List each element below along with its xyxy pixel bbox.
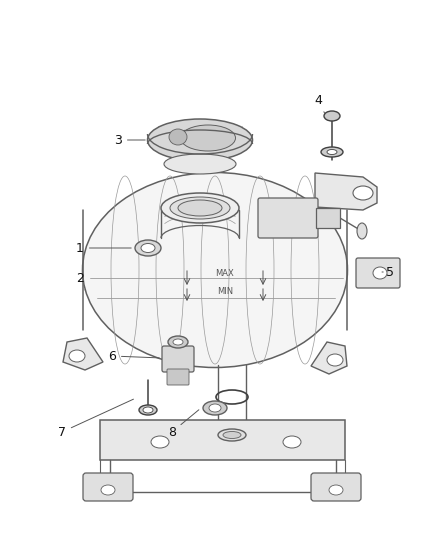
Text: MIN: MIN <box>217 287 233 296</box>
Ellipse shape <box>357 223 367 239</box>
Ellipse shape <box>178 200 222 216</box>
Ellipse shape <box>327 354 343 366</box>
Ellipse shape <box>164 154 236 174</box>
Text: 7: 7 <box>58 399 134 439</box>
Ellipse shape <box>82 173 347 367</box>
FancyBboxPatch shape <box>162 346 194 372</box>
Ellipse shape <box>283 436 301 448</box>
Ellipse shape <box>373 267 387 279</box>
Text: 6: 6 <box>108 350 159 362</box>
Ellipse shape <box>327 149 337 155</box>
Polygon shape <box>316 208 340 228</box>
Ellipse shape <box>170 197 230 219</box>
Ellipse shape <box>141 244 155 253</box>
Ellipse shape <box>101 485 115 495</box>
Text: MAX: MAX <box>215 270 234 279</box>
Text: 3: 3 <box>114 133 145 147</box>
Text: 1: 1 <box>76 241 131 254</box>
Polygon shape <box>311 342 347 374</box>
Ellipse shape <box>135 240 161 256</box>
Ellipse shape <box>223 432 241 439</box>
Ellipse shape <box>180 125 236 151</box>
FancyBboxPatch shape <box>356 258 400 288</box>
Ellipse shape <box>148 119 252 161</box>
Ellipse shape <box>168 336 188 348</box>
Polygon shape <box>100 420 345 460</box>
FancyBboxPatch shape <box>83 473 133 501</box>
Ellipse shape <box>218 429 246 441</box>
FancyBboxPatch shape <box>167 369 189 385</box>
Text: 5: 5 <box>382 265 394 279</box>
Ellipse shape <box>173 339 183 345</box>
Text: 8: 8 <box>168 410 199 439</box>
Ellipse shape <box>209 404 221 412</box>
Ellipse shape <box>139 405 157 415</box>
Ellipse shape <box>151 436 169 448</box>
FancyBboxPatch shape <box>258 198 318 238</box>
Ellipse shape <box>143 407 153 413</box>
Ellipse shape <box>329 485 343 495</box>
Text: 2: 2 <box>76 271 85 290</box>
Ellipse shape <box>353 186 373 200</box>
Polygon shape <box>315 173 377 210</box>
FancyBboxPatch shape <box>311 473 361 501</box>
Ellipse shape <box>169 129 187 145</box>
Ellipse shape <box>161 193 239 223</box>
Text: 4: 4 <box>314 93 325 114</box>
Ellipse shape <box>69 350 85 362</box>
Ellipse shape <box>321 147 343 157</box>
Polygon shape <box>63 338 103 370</box>
Ellipse shape <box>324 111 340 121</box>
Ellipse shape <box>203 401 227 415</box>
